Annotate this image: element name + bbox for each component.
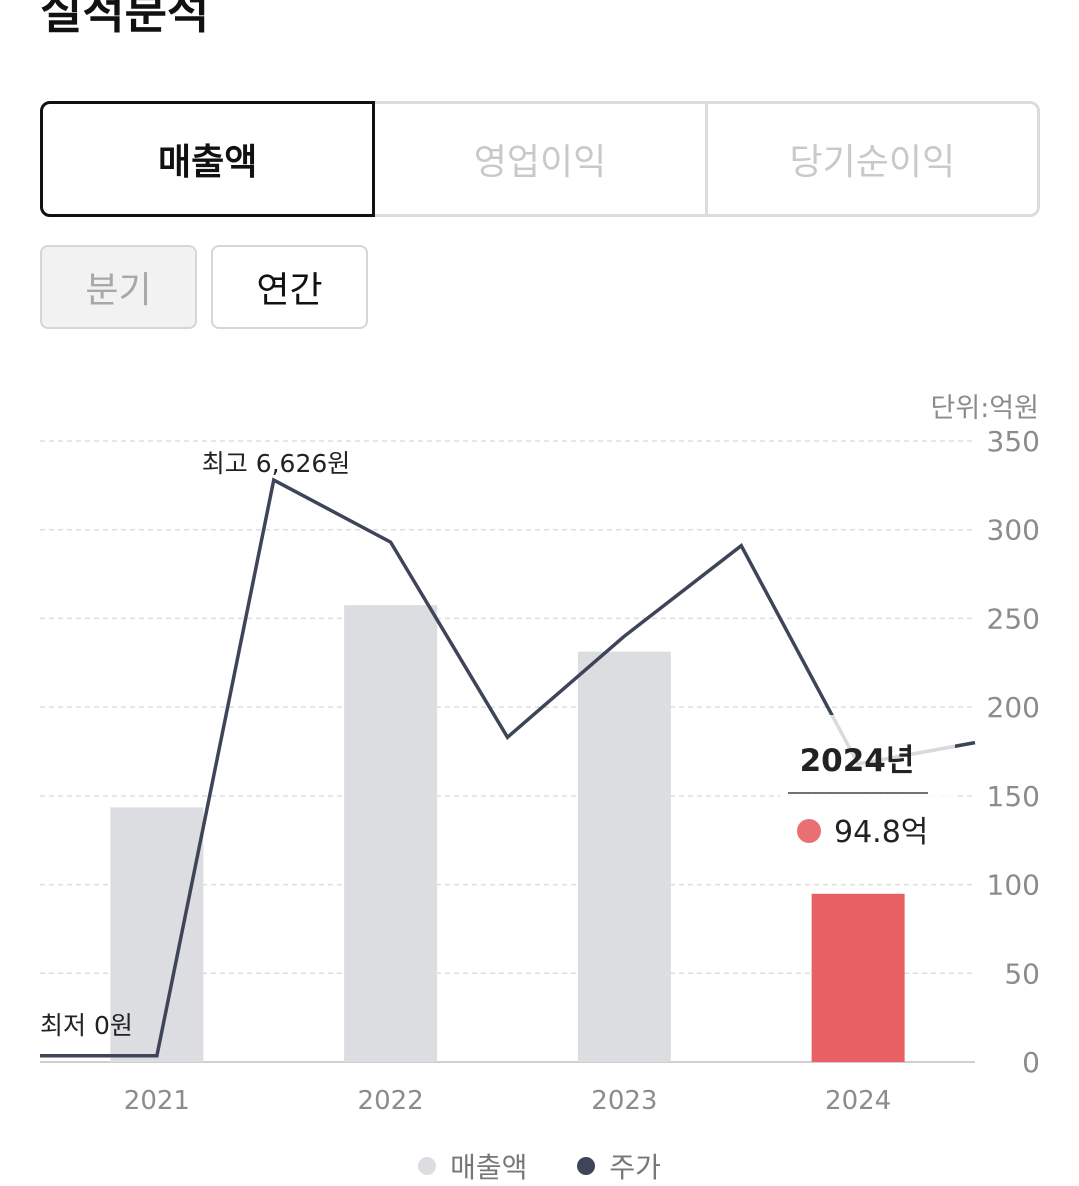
revenue-bar	[811, 893, 905, 1062]
y-tick-label: 100	[987, 869, 1040, 902]
tooltip: 2024년 94.8억	[780, 715, 955, 867]
x-tick-label: 2021	[124, 1086, 190, 1116]
tab-operating-profit[interactable]: 영업이익	[375, 101, 708, 217]
revenue-bar	[110, 807, 204, 1062]
legend-label-revenue: 매출액	[450, 1151, 528, 1184]
tooltip-title: 2024년	[800, 743, 915, 779]
y-tick-label: 150	[987, 780, 1040, 813]
tab-revenue[interactable]: 매출액	[40, 101, 376, 217]
period-annual-button[interactable]: 연간	[211, 245, 368, 329]
revenue-bar	[344, 605, 438, 1062]
y-tick-label: 0	[1022, 1046, 1040, 1079]
legend-item-revenue[interactable]: 매출액	[418, 1146, 527, 1186]
axis-ticks: 0 50 100 150 200 250 300 350 2021 2022 2023 2024	[124, 425, 1040, 1116]
legend-dot-revenue	[418, 1157, 437, 1175]
annotation-low: 최저 0원	[40, 1011, 133, 1040]
tab-net-income[interactable]: 당기순이익	[707, 101, 1040, 217]
y-tick-label: 50	[1004, 957, 1040, 990]
y-tick-label: 250	[987, 602, 1040, 635]
x-tick-label: 2023	[591, 1086, 657, 1116]
legend-label-price: 주가	[609, 1151, 661, 1184]
y-tick-label: 350	[987, 425, 1040, 458]
tooltip-value: 94.8억	[834, 815, 928, 850]
tooltip-dot	[797, 819, 821, 843]
y-tick-label: 300	[987, 514, 1040, 547]
legend-dot-price	[577, 1157, 596, 1175]
period-toggle: 분기 연간	[40, 245, 368, 329]
revenue-bars	[110, 605, 905, 1062]
legend-item-price[interactable]: 주가	[577, 1146, 661, 1186]
metric-tabs: 매출액 영업이익 당기순이익	[40, 101, 1040, 217]
y-tick-label: 200	[987, 691, 1040, 724]
chart-legend: 매출액 주가	[0, 1146, 1079, 1186]
period-quarterly-button[interactable]: 분기	[40, 245, 197, 329]
x-tick-label: 2024	[825, 1086, 891, 1116]
annotation-high: 최고 6,626원	[202, 449, 351, 478]
unit-label: 단위:억원	[930, 393, 1039, 424]
price-line-path	[40, 477, 976, 1058]
page-title: 실적분석	[40, 0, 210, 39]
revenue-bar	[577, 651, 671, 1062]
x-tick-label: 2022	[358, 1086, 424, 1116]
